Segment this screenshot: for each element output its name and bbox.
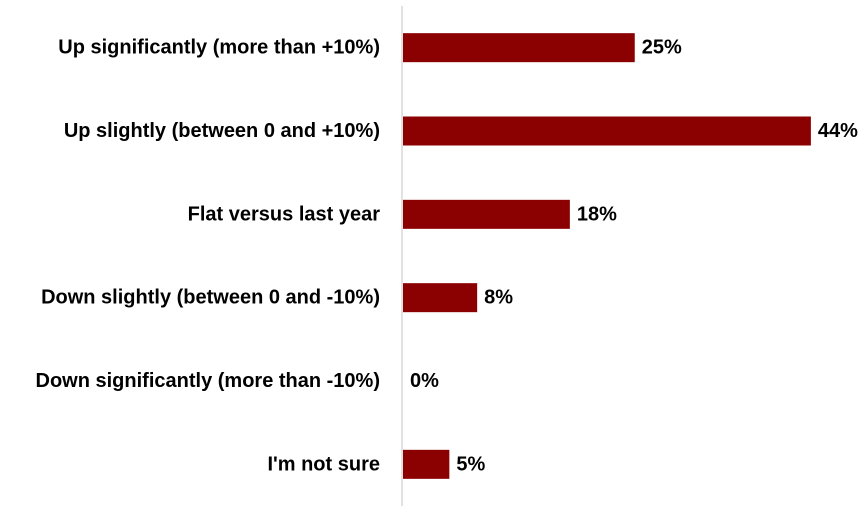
bar-0 bbox=[403, 33, 635, 63]
category-label-0: Up significantly (more than +10%) bbox=[58, 37, 380, 59]
value-label-1: 44% bbox=[818, 120, 858, 142]
bars-group bbox=[403, 33, 811, 479]
value-labels-group: 25% 44% 18% 8% 0% 5% bbox=[410, 37, 858, 476]
value-label-3: 8% bbox=[484, 287, 513, 309]
value-label-5: 5% bbox=[456, 453, 485, 475]
bar-2 bbox=[403, 199, 570, 229]
category-label-4: Down significantly (more than -10%) bbox=[36, 370, 380, 392]
category-label-5: I'm not sure bbox=[267, 453, 380, 475]
value-label-2: 18% bbox=[577, 203, 617, 225]
bar-5 bbox=[403, 449, 450, 479]
value-label-0: 25% bbox=[642, 37, 682, 59]
bar-1 bbox=[403, 116, 811, 146]
category-label-1: Up slightly (between 0 and +10%) bbox=[64, 120, 380, 142]
value-label-4: 0% bbox=[410, 370, 439, 392]
bar-3 bbox=[403, 283, 478, 313]
category-labels-group: Up significantly (more than +10%) Up slig… bbox=[36, 37, 381, 476]
category-label-3: Down slightly (between 0 and -10%) bbox=[41, 287, 380, 309]
category-label-2: Flat versus last year bbox=[188, 203, 381, 225]
